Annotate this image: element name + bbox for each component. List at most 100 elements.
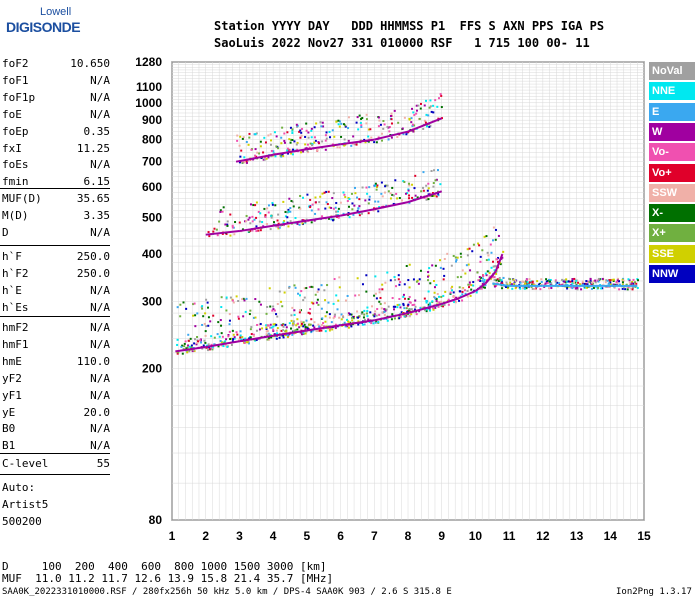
echo-point <box>412 111 415 114</box>
echo-point <box>434 264 437 267</box>
echo-point <box>394 278 397 281</box>
param-label: C-level <box>2 457 49 470</box>
legend-x-swatch: X- <box>649 204 695 223</box>
echo-point <box>636 286 639 289</box>
echo-point <box>571 287 574 290</box>
echo-point <box>411 304 414 307</box>
echo-point <box>435 297 438 300</box>
param-label: hmF2 <box>2 321 29 334</box>
echo-point <box>338 125 341 128</box>
echo-point <box>308 312 311 315</box>
echo-point <box>607 283 610 286</box>
echo-point <box>249 203 252 206</box>
file-info: SAA0K_2022331010000.RSF / 280fx256h 50 k… <box>2 587 452 597</box>
trace-segment <box>340 319 375 327</box>
echo-point <box>384 281 387 284</box>
echo-point <box>334 313 337 316</box>
echo-point <box>329 136 332 139</box>
echo-point <box>381 283 384 286</box>
echo-point <box>277 225 280 228</box>
param-value: N/A <box>90 422 110 436</box>
echo-point <box>220 296 223 299</box>
echo-point <box>211 346 214 349</box>
echo-point <box>589 278 592 281</box>
echo-point <box>402 295 405 298</box>
param-foes: foEs N/A <box>2 158 110 172</box>
echo-point <box>545 278 548 281</box>
echo-point <box>286 131 289 134</box>
param-yf1: yF1 N/A <box>2 389 110 403</box>
echo-point <box>440 106 443 109</box>
echo-point <box>201 305 204 308</box>
echo-point <box>225 296 228 299</box>
echo-point <box>318 329 321 332</box>
echo-point <box>356 210 359 213</box>
param-foep: foEp 0.35 <box>2 125 110 139</box>
echo-point <box>332 207 335 210</box>
param-value: N/A <box>90 283 110 297</box>
echo-point <box>245 214 248 217</box>
echo-point <box>274 155 277 158</box>
echo-point <box>460 255 463 258</box>
auto-line: Auto: <box>2 481 36 494</box>
echo-point <box>470 284 473 287</box>
echo-point <box>228 330 231 333</box>
echo-point <box>380 192 383 195</box>
trace-segment <box>474 282 487 292</box>
echo-point <box>427 271 430 274</box>
echo-point <box>299 129 302 132</box>
echo-point <box>451 289 453 292</box>
echo-point <box>546 282 549 285</box>
echo-point <box>548 287 551 290</box>
echo-point <box>374 292 377 295</box>
echo-point <box>230 343 233 346</box>
echo-point <box>485 235 488 238</box>
echo-point <box>374 321 377 324</box>
echo-point <box>347 326 350 329</box>
echo-point <box>282 329 285 332</box>
echo-point <box>429 282 432 285</box>
echo-point <box>327 301 330 304</box>
echo-point <box>423 104 426 107</box>
echo-point <box>364 318 367 321</box>
param-ye: yE 20.0 <box>2 406 110 420</box>
echo-point <box>357 323 360 326</box>
echo-point <box>245 161 248 164</box>
echo-point <box>219 339 222 342</box>
echo-point <box>549 278 552 281</box>
echo-point <box>477 242 480 245</box>
echo-point <box>188 350 191 353</box>
echo-point <box>574 287 577 290</box>
echo-point <box>237 317 240 320</box>
echo-point <box>282 323 285 326</box>
echo-point <box>389 197 392 200</box>
echo-point <box>490 251 493 254</box>
echo-point <box>511 287 514 290</box>
echo-point <box>432 308 435 311</box>
echo-point <box>455 296 458 299</box>
echo-point <box>302 321 305 324</box>
echo-point <box>226 345 229 348</box>
x-tick-label: 5 <box>304 529 311 543</box>
echo-point <box>419 107 422 110</box>
echo-point <box>346 200 349 203</box>
echo-point <box>401 127 404 130</box>
echo-point <box>291 132 294 135</box>
echo-point <box>629 287 632 290</box>
echo-point <box>235 295 238 298</box>
echo-point <box>272 150 275 153</box>
echo-point <box>288 197 291 200</box>
echo-point <box>316 149 319 152</box>
echo-point <box>331 197 334 200</box>
echo-point <box>347 116 350 119</box>
echo-point <box>430 194 433 197</box>
echo-point <box>295 143 298 146</box>
echo-point <box>370 136 373 139</box>
echo-point <box>427 290 430 293</box>
echo-point <box>304 326 307 329</box>
echo-point <box>611 278 614 281</box>
echo-point <box>333 315 336 318</box>
echo-point <box>305 122 308 125</box>
echo-point <box>264 215 267 218</box>
station-header-labels: Station YYYY DAY DDD HHMMSS P1 FFS S AXN… <box>214 19 605 33</box>
